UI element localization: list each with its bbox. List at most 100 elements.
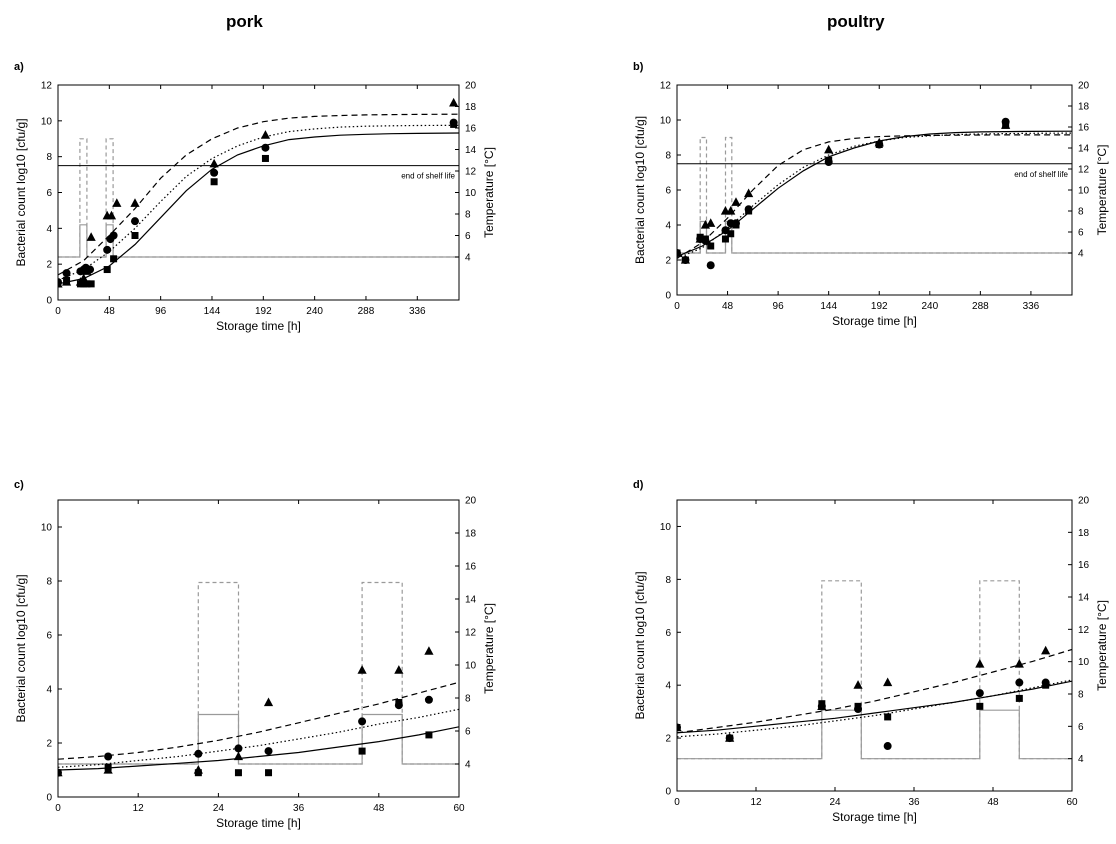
y2-tick-label: 12 <box>465 628 477 639</box>
y2-tick-label: 8 <box>1078 690 1084 701</box>
data-point-circle <box>130 217 139 226</box>
y2-tick-label: 4 <box>465 253 471 264</box>
data-point-triangle <box>260 130 271 139</box>
y-tick-label: 4 <box>665 221 671 232</box>
y-tick-label: 0 <box>46 793 52 804</box>
data-point-square <box>234 769 242 777</box>
data-point-square <box>721 235 729 243</box>
data-point-triangle <box>853 680 863 689</box>
data-point-square <box>110 255 118 263</box>
y2-tick-label: 10 <box>465 661 477 672</box>
x-tick-label: 240 <box>306 306 323 317</box>
column-title-poultry: poultry <box>827 12 885 31</box>
y-axis-label: Bacterial count log10 [cfu/g] <box>14 118 28 266</box>
y2-tick-label: 4 <box>1078 754 1084 765</box>
y-tick-label: 10 <box>41 116 53 127</box>
data-point-square <box>818 700 826 708</box>
fit-line-dashed <box>677 134 1072 259</box>
x-tick-label: 36 <box>293 803 305 814</box>
plot-frame <box>57 84 460 301</box>
plot-frame <box>676 84 1073 296</box>
fit-line-solid <box>677 130 1072 258</box>
data-point-triangle <box>883 677 893 687</box>
data-point-square <box>696 233 704 241</box>
y2-tick-label: 20 <box>1078 81 1090 92</box>
data-point-triangle <box>1014 659 1024 668</box>
data-point-triangle <box>449 97 459 107</box>
data-point-circle <box>424 695 433 704</box>
data-point-circle <box>358 717 367 726</box>
panel-label: d) <box>633 479 644 491</box>
data-point-circle <box>62 269 71 278</box>
data-point-square <box>745 207 753 215</box>
y-axis-label: Bacterial count log10 [cfu/g] <box>633 116 647 264</box>
plot-area <box>677 117 1072 270</box>
x-axis-label: Storage time [h] <box>216 816 301 830</box>
data-point-circle <box>975 689 984 698</box>
y-tick-label: 0 <box>665 291 671 302</box>
data-point-triangle <box>82 266 92 275</box>
data-point-triangle <box>86 232 96 241</box>
y2-tick-label: 12 <box>1078 625 1090 636</box>
y-tick-label: 4 <box>46 224 52 235</box>
data-point-square <box>677 249 681 257</box>
data-point-triangle <box>106 210 117 220</box>
y2-tick-label: 16 <box>465 124 477 135</box>
x-tick-label: 0 <box>55 306 61 317</box>
y2-tick-label: 10 <box>465 188 477 199</box>
x-tick-label: 60 <box>453 803 465 814</box>
data-point-square <box>707 242 715 250</box>
x-tick-label: 12 <box>750 797 762 808</box>
data-point-square <box>104 763 112 771</box>
plot-area <box>58 581 459 777</box>
y2-tick-label: 20 <box>1078 496 1090 507</box>
panel-label: b) <box>633 61 644 73</box>
temperature-profile-1 <box>677 136 1072 254</box>
y2-tick-label: 12 <box>1078 165 1090 176</box>
x-tick-label: 48 <box>104 306 116 317</box>
data-point-triangle <box>731 197 741 206</box>
y2-tick-label: 8 <box>465 694 471 705</box>
y2-tick-label: 16 <box>1078 123 1090 134</box>
data-point-square <box>701 235 709 243</box>
data-point-circle <box>234 744 243 753</box>
y-tick-label: 12 <box>41 81 53 92</box>
temperature-profile-1 <box>58 138 459 258</box>
data-point-circle <box>1015 678 1024 687</box>
data-point-square <box>976 702 984 710</box>
plot-area <box>58 97 459 288</box>
data-point-square <box>825 156 833 164</box>
fit-line-solid <box>58 132 459 285</box>
fit-line-dotted <box>58 124 459 281</box>
data-point-square <box>194 769 202 777</box>
data-point-square <box>875 141 883 148</box>
data-point-triangle <box>394 665 404 674</box>
y2-tick-label: 8 <box>1078 207 1084 218</box>
x-tick-label: 192 <box>255 306 272 317</box>
fit-line-solid <box>677 680 1072 734</box>
y-tick-label: 6 <box>46 188 52 199</box>
data-point-circle <box>210 168 219 177</box>
y2-tick-label: 6 <box>465 231 471 242</box>
y-tick-label: 6 <box>665 186 671 197</box>
y2-tick-label: 18 <box>465 102 477 113</box>
x-tick-label: 48 <box>722 301 734 312</box>
data-point-triangle <box>263 697 274 707</box>
x-tick-label: 48 <box>373 803 385 814</box>
data-point-square <box>131 232 139 239</box>
x-tick-label: 192 <box>871 301 888 312</box>
x-tick-label: 336 <box>1023 301 1040 312</box>
plot-frame <box>57 499 460 798</box>
y-axis-label: Bacterial count log10 [cfu/g] <box>633 571 647 719</box>
x-tick-label: 144 <box>204 306 221 317</box>
x-tick-label: 288 <box>358 306 375 317</box>
data-point-triangle <box>112 198 122 207</box>
annotation-label: end of shelf life <box>1014 170 1068 179</box>
y-tick-label: 8 <box>665 151 671 162</box>
y2-tick-label: 14 <box>465 595 477 606</box>
x-tick-label: 288 <box>972 301 989 312</box>
y2-axis-label: Temperature [°C] <box>1095 600 1109 691</box>
chart-panel-2: 0 48 96 144 192 240 288 336 0 2 4 6 8 10 12 4 6 8 10 12 14 16… <box>633 61 1109 328</box>
y2-tick-label: 6 <box>1078 722 1084 733</box>
